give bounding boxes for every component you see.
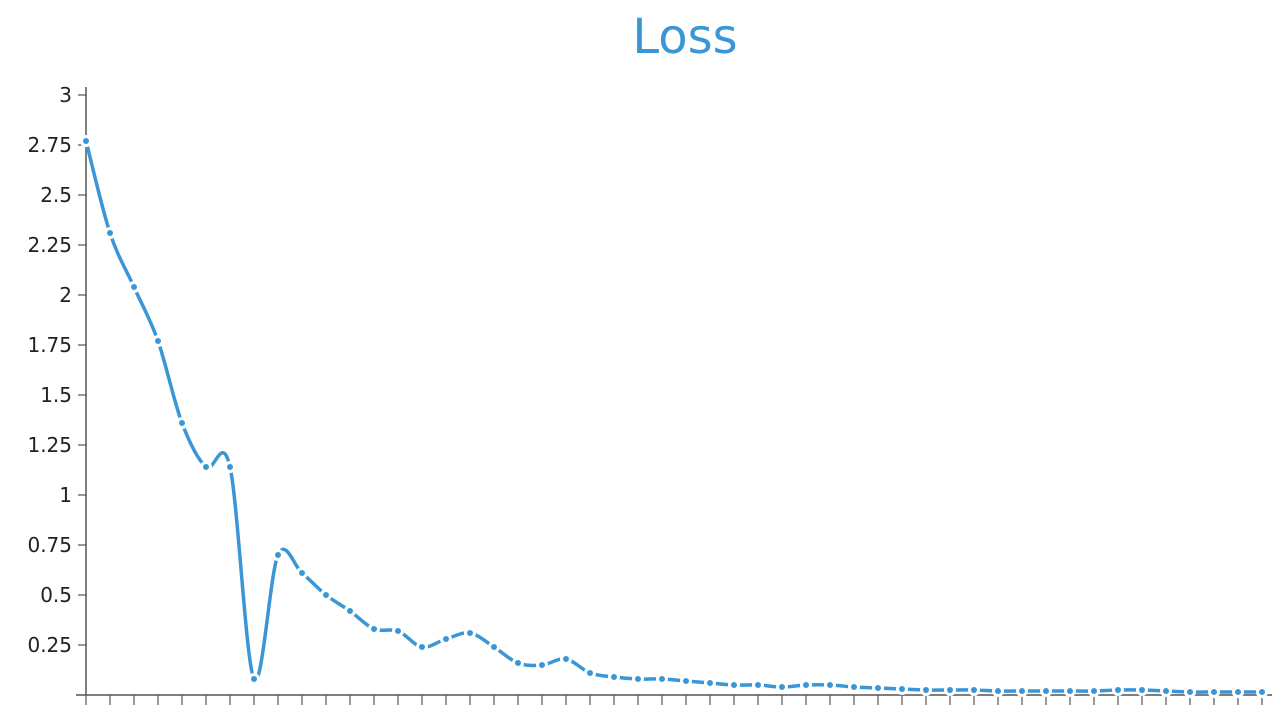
y-tick-label: 2.75 [27, 133, 72, 157]
y-tick-label: 0.25 [27, 633, 72, 657]
data-point [872, 682, 884, 694]
data-point [512, 657, 524, 669]
data-point [1088, 685, 1100, 697]
data-point [704, 677, 716, 689]
data-point [176, 417, 188, 429]
data-point [1208, 686, 1220, 698]
data-point [968, 684, 980, 696]
data-point [440, 633, 452, 645]
data-point [488, 641, 500, 653]
y-tick-label: 2 [59, 283, 72, 307]
data-point [656, 673, 668, 685]
data-point [1040, 685, 1052, 697]
data-point [200, 461, 212, 473]
data-point [776, 681, 788, 693]
data-point [584, 667, 596, 679]
data-point [920, 684, 932, 696]
data-point [320, 589, 332, 601]
data-point [248, 673, 260, 685]
y-tick-label: 1.75 [27, 333, 72, 357]
data-point [896, 683, 908, 695]
data-point [728, 679, 740, 691]
data-point [416, 641, 428, 653]
data-point [80, 135, 92, 147]
data-point [944, 684, 956, 696]
data-point [1184, 686, 1196, 698]
data-point [296, 567, 308, 579]
data-point [464, 627, 476, 639]
data-point [560, 653, 572, 665]
data-point [824, 679, 836, 691]
y-tick-label: 1.5 [40, 383, 72, 407]
data-point [1112, 684, 1124, 696]
data-point [752, 679, 764, 691]
data-point [1232, 686, 1244, 698]
y-tick-label: 0.75 [27, 533, 72, 557]
data-point [128, 281, 140, 293]
y-tick-label: 0.5 [40, 583, 72, 607]
y-axis: 0.25 0.5 0.75 1 1.25 1.5 1.75 2 2.25 2.5 2.75 3 [27, 83, 87, 695]
data-point [392, 625, 404, 637]
data-point [992, 685, 1004, 697]
y-tick-label: 2.5 [40, 183, 72, 207]
data-point [152, 335, 164, 347]
data-point [800, 679, 812, 691]
y-tick-label: 1.25 [27, 433, 72, 457]
data-point [224, 461, 236, 473]
data-point [1016, 685, 1028, 697]
y-tick-label: 2.25 [27, 233, 72, 257]
y-tick-label: 1 [59, 483, 72, 507]
chart-title: Loss [632, 9, 737, 65]
data-point [680, 675, 692, 687]
data-point [848, 681, 860, 693]
series-line-loss [84, 139, 1264, 694]
data-points [80, 135, 1268, 698]
data-point [272, 549, 284, 561]
data-point [536, 659, 548, 671]
data-point [608, 671, 620, 683]
data-point [632, 673, 644, 685]
data-point [1160, 685, 1172, 697]
data-point [344, 605, 356, 617]
y-tick-label: 3 [59, 83, 72, 107]
data-point [1256, 686, 1268, 698]
data-point [1064, 685, 1076, 697]
data-point [1136, 684, 1148, 696]
data-point [104, 227, 116, 239]
data-point [368, 623, 380, 635]
